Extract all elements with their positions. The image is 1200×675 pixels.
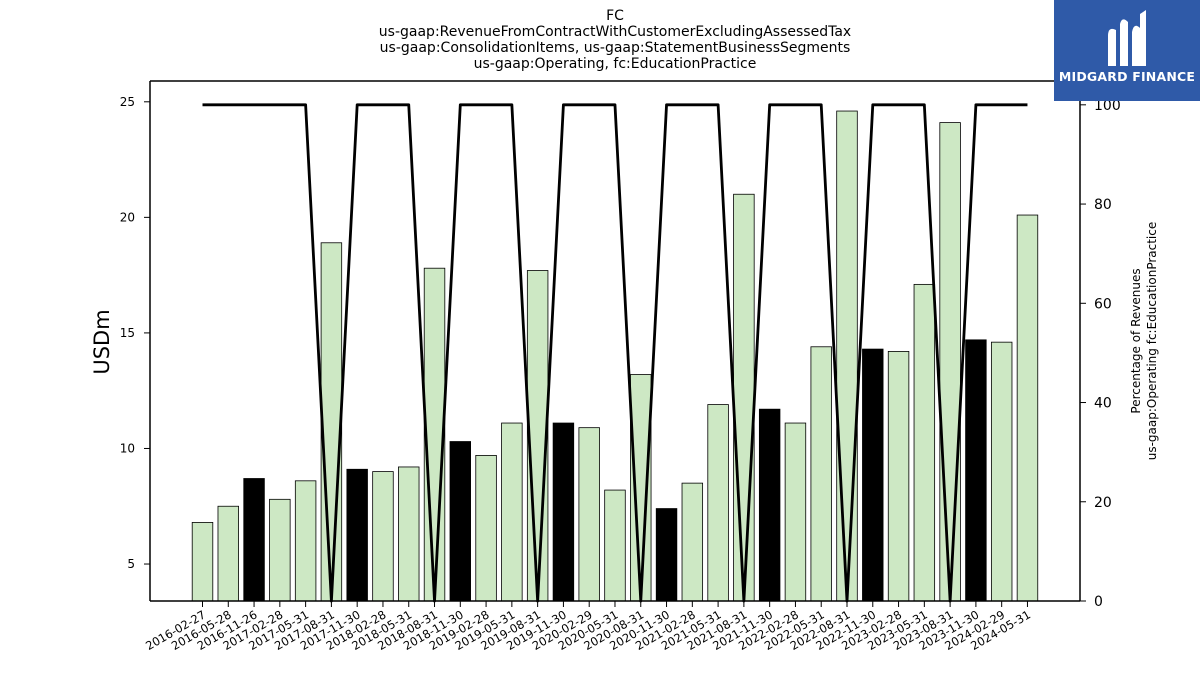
x-axis-ticks: 2016-02-272016-05-282016-11-262017-02-28… — [143, 601, 1033, 653]
bar — [862, 348, 884, 602]
y-tick-label: 10 — [120, 441, 135, 455]
bar — [449, 441, 472, 602]
y2-tick-label: 60 — [1094, 296, 1112, 312]
left-y-axis-ticks: 5 10 15 20 25 — [120, 95, 150, 571]
y-axis-label: USDm — [90, 309, 114, 374]
y2-tick-label: 0 — [1094, 594, 1103, 610]
bar — [191, 522, 214, 602]
bar — [681, 482, 704, 602]
bar — [784, 422, 807, 602]
y2-tick-label: 100 — [1094, 98, 1121, 114]
bar — [475, 454, 497, 602]
y-tick-label: 15 — [120, 326, 135, 340]
y-tick-label: 20 — [120, 210, 135, 224]
title-line: us-gaap:ConsolidationItems, us-gaap:Stat… — [380, 40, 851, 56]
bar — [217, 505, 239, 602]
bar — [887, 350, 910, 602]
bar — [243, 478, 265, 602]
bars — [191, 110, 1039, 602]
bar — [965, 339, 987, 602]
y2-tick-label: 80 — [1094, 197, 1112, 213]
bar — [758, 408, 781, 602]
bar — [733, 193, 755, 602]
title-line: FC — [606, 8, 624, 24]
y2-tick-label: 40 — [1094, 396, 1112, 412]
right-y-axis-ticks: 0 20 40 60 80 100 — [1080, 98, 1121, 610]
title-line: us-gaap:RevenueFromContractWithCustomerE… — [379, 24, 851, 40]
chart-title: FCus-gaap:RevenueFromContractWithCustome… — [379, 8, 851, 72]
right-y-axis-label: Percentage of Revenues us-gaap:Operating … — [1129, 222, 1159, 461]
logo-text: MIDGARD FINANCE — [1058, 69, 1196, 84]
right-y-axis-label-line: us-gaap:Operating fc:EducationPractice — [1145, 222, 1159, 461]
bar — [372, 471, 394, 602]
right-y-axis-label-line: Percentage of Revenues — [1129, 268, 1143, 413]
bar — [346, 468, 368, 602]
bar — [398, 466, 420, 602]
bar — [423, 267, 446, 602]
bar — [810, 346, 832, 602]
bar — [707, 404, 729, 602]
bar — [939, 122, 961, 602]
logo-mark-icon — [1108, 10, 1146, 66]
bar — [552, 422, 575, 602]
bar — [1016, 214, 1039, 602]
brand-logo: MIDGARD FINANCE — [1054, 0, 1200, 101]
y2-tick-label: 20 — [1094, 495, 1112, 511]
bar — [578, 427, 600, 602]
bar — [294, 480, 317, 602]
bar — [320, 242, 343, 602]
bar — [990, 341, 1013, 602]
line-series — [202, 103, 1028, 603]
y-tick-label: 25 — [120, 95, 135, 109]
percentage-line — [202, 103, 1028, 603]
bar — [604, 489, 626, 602]
bar — [655, 508, 678, 602]
y-tick-label: 5 — [127, 557, 135, 571]
bar — [269, 498, 291, 602]
title-line: us-gaap:Operating, fc:EducationPractice — [474, 56, 757, 72]
bar — [836, 110, 858, 602]
bar — [501, 422, 523, 602]
bar — [913, 283, 936, 602]
